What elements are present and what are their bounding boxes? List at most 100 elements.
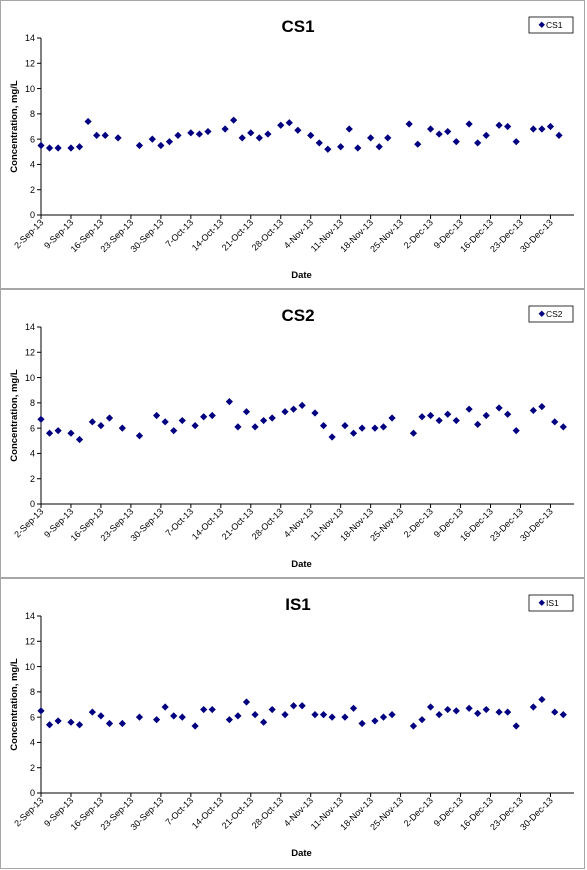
data-point: [187, 129, 195, 137]
data-point: [504, 410, 512, 418]
data-point: [512, 722, 520, 730]
data-point: [418, 413, 426, 421]
data-point: [371, 717, 379, 725]
y-tick-label: 10: [25, 84, 35, 94]
data-point: [54, 717, 62, 725]
data-point: [93, 131, 101, 139]
x-tick-label: 30-Sep-13: [128, 795, 165, 832]
y-tick-label: 4: [30, 738, 35, 748]
data-point: [148, 135, 156, 143]
x-tick-label: 30-Sep-13: [128, 506, 165, 543]
data-point: [426, 125, 435, 133]
data-point: [409, 429, 418, 437]
y-axis-title: Concentration, mg/L: [9, 369, 20, 462]
legend-box: [528, 16, 574, 34]
chart-panel-cs2: CS2 CS2 0 2 4 6 8 10 12 14 2-Sep-13 9-Sep-13 16-Sep-…: [0, 289, 585, 578]
x-tick-label: 25-Nov-13: [368, 217, 405, 254]
x-tick-label: 14-Oct-13: [190, 217, 225, 252]
data-point: [354, 144, 362, 152]
data-point: [538, 695, 546, 704]
data-point: [285, 119, 293, 127]
data-point: [97, 422, 105, 430]
data-point: [298, 401, 306, 409]
data-point: [311, 409, 319, 417]
data-point: [45, 144, 54, 152]
legend-label: IS1: [546, 598, 559, 608]
y-axis-title: Concentration, mg/L: [9, 80, 20, 173]
legend-label: CS1: [546, 20, 563, 30]
data-point: [45, 429, 54, 437]
data-point: [538, 125, 546, 133]
data-point: [289, 702, 298, 710]
data-point: [37, 707, 45, 715]
data-point: [551, 708, 559, 716]
x-axis-title: Date: [291, 848, 312, 859]
data-point: [388, 414, 396, 422]
x-tick-label: 2-Sep-13: [12, 506, 45, 539]
y-tick-label: 12: [25, 347, 35, 357]
y-tick-label: 4: [30, 160, 35, 170]
y-tick-label: 14: [25, 322, 35, 332]
data-point: [559, 711, 567, 719]
data-point: [204, 127, 212, 136]
y-tick-label: 8: [30, 687, 35, 697]
x-tick-label: 25-Nov-13: [368, 795, 405, 832]
chart-title: IS1: [285, 595, 311, 614]
data-point: [251, 711, 259, 719]
data-point: [191, 722, 199, 730]
y-tick-label: 10: [25, 373, 35, 383]
data-point: [367, 134, 375, 142]
data-point: [67, 144, 75, 152]
data-point: [84, 117, 92, 126]
data-point: [551, 418, 559, 426]
data-point: [358, 719, 366, 728]
data-point: [512, 427, 520, 435]
data-point: [482, 411, 490, 420]
data-point: [315, 139, 323, 147]
y-tick-label: 0: [30, 788, 35, 798]
y-axis-title: Concentration, mg/L: [9, 658, 20, 751]
data-point: [75, 143, 84, 151]
data-point: [512, 138, 520, 146]
data-point: [384, 134, 392, 142]
y-tick-label: 8: [30, 109, 35, 119]
data-point: [559, 423, 567, 431]
data-point: [349, 704, 358, 712]
data-point: [341, 422, 349, 430]
x-tick-label: 30-Dec-13: [518, 506, 555, 543]
data-point: [337, 143, 345, 151]
data-point: [495, 708, 503, 716]
y-tick-label: 2: [30, 474, 35, 484]
data-point: [529, 406, 537, 415]
data-point: [88, 708, 96, 716]
data-point: [247, 129, 255, 137]
data-point: [277, 121, 285, 129]
y-tick-label: 10: [25, 662, 35, 672]
data-point: [67, 718, 75, 726]
data-point: [225, 716, 233, 724]
data-point: [504, 122, 512, 131]
data-point: [349, 429, 358, 437]
data-point: [75, 435, 84, 444]
x-tick-label: 2-Sep-13: [12, 217, 45, 250]
data-point: [538, 403, 546, 411]
data-point: [200, 413, 208, 421]
x-tick-label: 28-Oct-13: [250, 506, 285, 541]
data-point: [67, 429, 75, 437]
data-point: [234, 712, 242, 720]
data-point: [474, 139, 482, 147]
data-point: [474, 709, 482, 717]
x-tick-label: 30-Dec-13: [518, 795, 555, 832]
data-point: [426, 703, 435, 711]
y-tick-label: 12: [25, 636, 35, 646]
data-point: [388, 711, 396, 719]
data-point: [54, 144, 62, 152]
y-tick-label: 12: [25, 58, 35, 68]
data-point: [174, 131, 182, 139]
data-point: [311, 711, 319, 719]
data-point: [37, 141, 45, 150]
data-point: [319, 422, 328, 430]
y-tick-label: 6: [30, 712, 35, 722]
x-axis-title: Date: [291, 559, 312, 570]
data-point: [546, 122, 555, 131]
